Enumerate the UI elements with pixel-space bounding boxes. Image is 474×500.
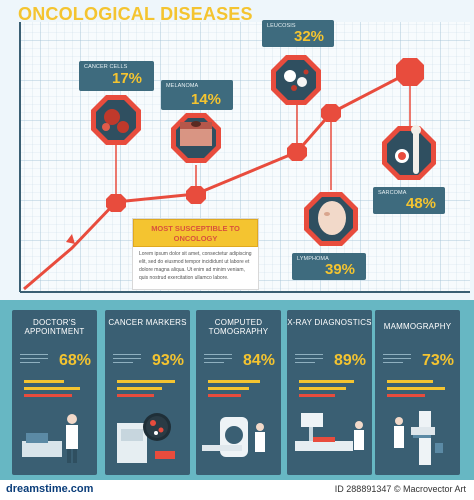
card-title: X-RAY DIAGNOSTICS: [287, 318, 372, 327]
card-bar: [387, 380, 433, 383]
card-bar: [387, 387, 445, 390]
card-percent: 73%: [421, 352, 454, 369]
card-bar: [117, 380, 175, 383]
card-bar: [299, 380, 354, 383]
card-fine-lines: [204, 354, 232, 372]
callout-melanoma: MELANOMA 14%: [161, 80, 233, 110]
card-title: COMPUTED TOMOGRAPHY: [208, 318, 269, 336]
card-xray-diagnostics: X-RAY DIAGNOSTICS 89%: [287, 310, 372, 475]
callout-percent: 48%: [406, 195, 437, 212]
melanoma-icon: [171, 113, 221, 163]
card-computed-tomography: COMPUTED TOMOGRAPHY 84%: [196, 310, 281, 475]
callout-percent: 17%: [112, 70, 143, 87]
card-bar: [208, 394, 241, 397]
diagnostics-panel: DOCTOR'S APPOINTMENT 68% CANCER MARKERS …: [0, 300, 474, 480]
card-doctors-appointment: DOCTOR'S APPOINTMENT 68%: [12, 310, 97, 475]
trend-arrowhead: [66, 234, 75, 244]
card-bar: [208, 380, 260, 383]
card-bar: [299, 394, 335, 397]
card-cancer-markers: CANCER MARKERS 93%: [105, 310, 190, 475]
card-fine-lines: [20, 354, 48, 372]
lymphoma-icon: [304, 192, 358, 246]
card-bar: [24, 387, 80, 390]
susceptible-text: Lorem ipsum dolor sit amet, consectetur …: [139, 251, 252, 281]
susceptible-box: MOST SUSCEPTIBLE TO ONCOLOGY Lorem ipsum…: [132, 218, 259, 290]
card-fine-lines: [113, 354, 141, 372]
card-percent: 93%: [151, 352, 184, 369]
card-percent: 68%: [58, 352, 91, 369]
callout-percent: 32%: [294, 28, 325, 45]
callout-label: LYMPHOMA: [297, 256, 329, 262]
susceptible-heading: MOST SUSCEPTIBLE TO ONCOLOGY: [133, 219, 258, 247]
card-fine-lines: [295, 354, 323, 372]
ct-scanner-icon: [202, 417, 265, 457]
xray-machine-icon: [295, 413, 364, 451]
callout-label: MELANOMA: [166, 83, 199, 89]
image-id: ID 288891347 © Macrovector Art: [334, 484, 466, 494]
callout-percent: 39%: [325, 261, 356, 278]
callout-lymphoma: LYMPHOMA 39%: [292, 253, 366, 280]
lab-analyzer-icon: [117, 413, 175, 463]
card-bar: [24, 380, 64, 383]
card-bar: [24, 394, 72, 397]
card-title: DOCTOR'S APPOINTMENT: [24, 318, 85, 336]
chart-panel: ONCOLOGICAL DISEASES CANCER CELLS 17% ME…: [0, 0, 474, 300]
card-bar: [117, 387, 162, 390]
callout-label: CANCER CELLS: [84, 64, 128, 70]
callout-label: SARCOMA: [378, 190, 407, 196]
card-percent: 84%: [242, 352, 275, 369]
callout-cancer-cells: CANCER CELLS 17%: [79, 61, 154, 91]
sarcoma-icon: [382, 125, 436, 180]
page-title: ONCOLOGICAL DISEASES: [18, 4, 253, 24]
mammography-machine-icon: [394, 411, 443, 465]
trend-nodes: [106, 58, 424, 212]
card-fine-lines: [383, 354, 411, 372]
card-bar: [117, 394, 154, 397]
leucosis-icon: [271, 55, 321, 105]
card-bar: [387, 394, 425, 397]
card-title: MAMMOGRAPHY: [383, 322, 452, 331]
card-mammography: MAMMOGRAPHY 73%: [375, 310, 460, 475]
site-logo: dreamstime.com: [6, 483, 94, 495]
card-bar: [208, 387, 249, 390]
callout-leucosis: LEUCOSIS 32%: [262, 20, 334, 47]
card-bar: [299, 387, 346, 390]
doctor-scene-icon: [22, 414, 78, 463]
cancer-cells-icon: [91, 95, 141, 145]
footer-bar: dreamstime.com ID 288891347 © Macrovecto…: [0, 480, 474, 500]
callout-sarcoma: SARCOMA 48%: [373, 187, 445, 214]
card-title: CANCER MARKERS: [108, 318, 187, 327]
callout-label: LEUCOSIS: [267, 23, 296, 29]
callout-percent: 14%: [191, 91, 222, 108]
card-percent: 89%: [333, 352, 366, 369]
